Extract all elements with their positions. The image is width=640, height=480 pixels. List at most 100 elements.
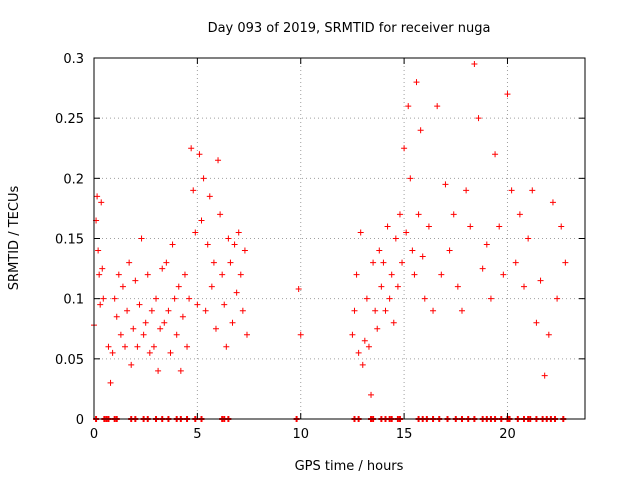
data-point [140, 331, 147, 338]
data-point [179, 313, 186, 320]
plot-frame [93, 57, 586, 420]
data-point [231, 241, 238, 248]
data-point [380, 259, 387, 266]
data-point [188, 145, 195, 152]
data-point [115, 271, 122, 278]
data-point [223, 343, 230, 350]
data-point [415, 211, 422, 218]
data-point [413, 79, 420, 86]
data-point [136, 301, 143, 308]
data-point [454, 283, 461, 290]
data-point [295, 286, 302, 293]
data-point [446, 247, 453, 254]
data-point [128, 361, 135, 368]
data-points [91, 61, 569, 422]
data-point [241, 247, 248, 254]
data-point [124, 307, 131, 314]
data-point [479, 265, 486, 272]
data-point [516, 211, 523, 218]
data-point [405, 103, 412, 110]
y-axis-label: SRMTID / TECUs [7, 186, 22, 291]
data-point [390, 319, 397, 326]
data-point [353, 271, 360, 278]
data-point [167, 349, 174, 356]
data-point [521, 283, 528, 290]
data-point [417, 127, 424, 134]
data-point [177, 367, 184, 374]
y-tick-label: 0.15 [55, 233, 84, 248]
data-point [107, 379, 114, 386]
data-point [169, 241, 176, 248]
data-point [200, 175, 207, 182]
data-point [355, 349, 362, 356]
data-point [243, 331, 250, 338]
data-point [376, 247, 383, 254]
data-point [144, 271, 151, 278]
y-tick-label: 0.1 [63, 293, 84, 308]
data-point [215, 157, 222, 164]
data-point [378, 283, 385, 290]
data-point [237, 271, 244, 278]
data-point [438, 271, 445, 278]
data-point [181, 271, 188, 278]
data-point [100, 295, 107, 302]
data-point [96, 271, 103, 278]
data-point [419, 253, 426, 260]
data-point [368, 391, 375, 398]
data-point [233, 289, 240, 296]
x-tick-label: 0 [90, 427, 98, 442]
data-point [525, 235, 532, 242]
y-tick-label: 0.3 [63, 52, 84, 67]
data-point [430, 307, 437, 314]
data-point [97, 301, 104, 308]
data-point [173, 331, 180, 338]
data-point [492, 151, 499, 158]
data-point [202, 307, 209, 314]
data-point [365, 343, 372, 350]
data-point [208, 283, 215, 290]
data-point [529, 187, 536, 194]
grid [94, 58, 585, 419]
data-point [386, 295, 393, 302]
data-point [192, 229, 199, 236]
data-point [217, 211, 224, 218]
data-point [150, 343, 157, 350]
data-point [475, 115, 482, 122]
data-point [512, 259, 519, 266]
data-point [458, 307, 465, 314]
data-point [450, 211, 457, 218]
data-point [297, 331, 304, 338]
data-point [407, 175, 414, 182]
data-point [134, 343, 141, 350]
data-point [442, 181, 449, 188]
data-point [146, 349, 153, 356]
data-point [351, 307, 358, 314]
data-point [198, 217, 205, 224]
data-point [483, 241, 490, 248]
data-point [95, 247, 102, 254]
data-point [487, 295, 494, 302]
data-point [138, 235, 145, 242]
data-point [562, 259, 569, 266]
data-point [175, 283, 182, 290]
x-tick-label: 5 [193, 427, 201, 442]
data-point [399, 259, 406, 266]
data-point [155, 367, 162, 374]
data-point [382, 307, 389, 314]
data-point [500, 271, 507, 278]
data-point [508, 187, 515, 194]
data-point [384, 223, 391, 230]
data-point [186, 295, 193, 302]
x-tick-label: 15 [396, 427, 413, 442]
x-tick-label: 20 [499, 427, 516, 442]
data-point [153, 295, 160, 302]
data-point [411, 271, 418, 278]
data-point [541, 372, 548, 379]
data-point [221, 301, 228, 308]
y-ticks: 0 0.05 0.1 0.15 0.2 0.25 0.3 [55, 52, 585, 428]
data-point [132, 277, 139, 284]
data-point [98, 199, 105, 206]
data-point [130, 325, 137, 332]
data-point [504, 91, 511, 98]
